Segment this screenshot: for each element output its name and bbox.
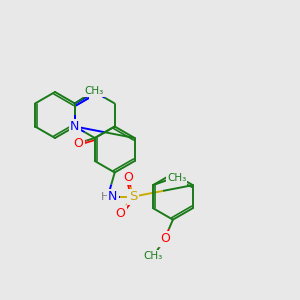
Text: CH₃: CH₃	[144, 251, 163, 261]
Text: O: O	[73, 136, 83, 150]
Text: N: N	[70, 120, 80, 133]
Text: CH₃: CH₃	[84, 86, 104, 96]
Text: N: N	[108, 190, 118, 203]
Text: N: N	[90, 85, 100, 98]
Text: O: O	[116, 207, 125, 220]
Text: CH₃: CH₃	[167, 173, 186, 183]
Text: O: O	[160, 232, 170, 245]
Text: O: O	[123, 171, 133, 184]
Text: H: H	[100, 192, 109, 202]
Text: S: S	[129, 190, 137, 203]
